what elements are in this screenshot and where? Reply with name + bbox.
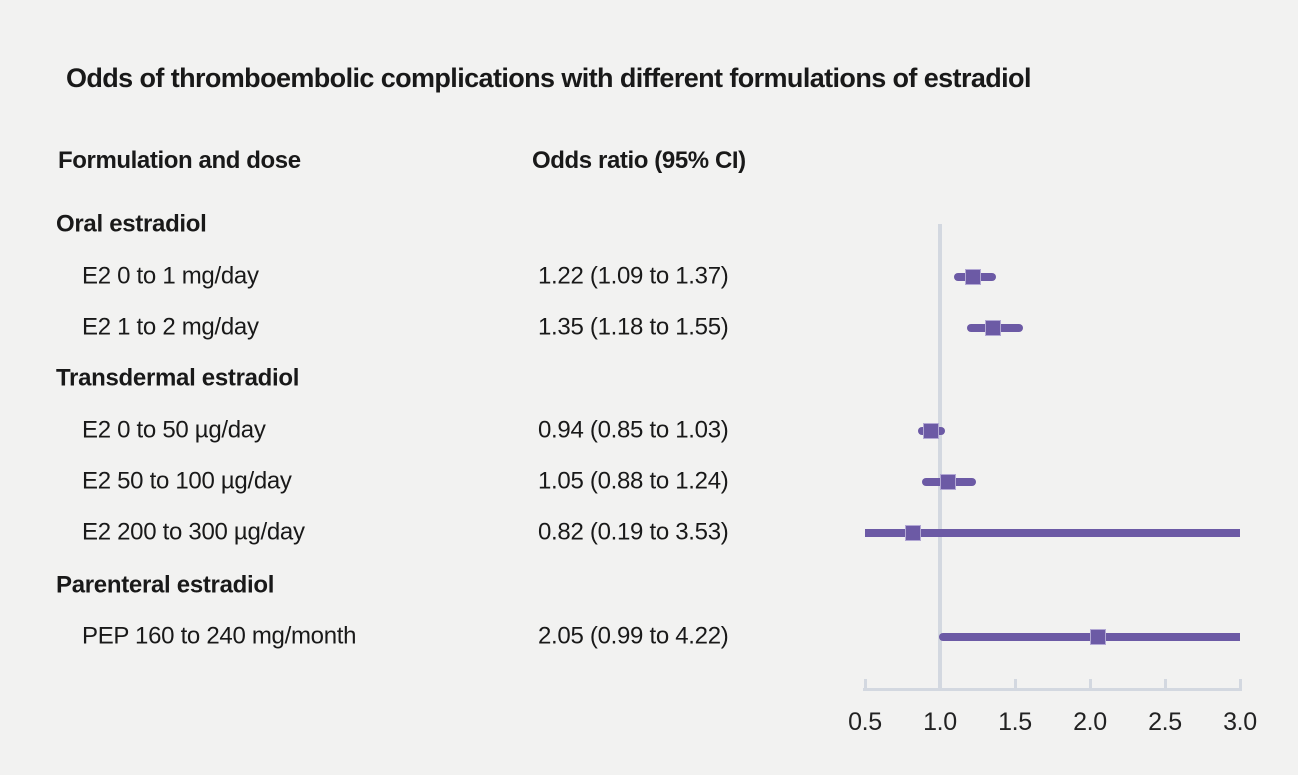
odds-ratio-value: 2.05 (0.99 to 4.22): [538, 622, 729, 650]
x-axis-tick: [1013, 679, 1017, 688]
chart-title: Odds of thromboembolic complications wit…: [66, 63, 1031, 93]
row-label: E2 0 to 50 µg/day: [82, 416, 266, 444]
row-label: E2 50 to 100 µg/day: [82, 467, 292, 495]
point-estimate-marker: [984, 320, 1001, 336]
section-label: Parenteral estradiol: [56, 571, 275, 599]
ci-line: [938, 633, 1240, 641]
column-header-odds-ratio: Odds ratio (95% CI): [532, 147, 746, 174]
odds-ratio-value: 0.82 (0.19 to 3.53): [538, 518, 729, 546]
x-axis-tick-label: 3.0: [1223, 708, 1257, 736]
x-axis-tick-label: 0.5: [848, 708, 882, 736]
row-label: E2 200 to 300 µg/day: [82, 518, 305, 546]
x-axis-tick: [1088, 679, 1092, 688]
odds-ratio-value: 1.35 (1.18 to 1.55): [538, 313, 729, 341]
point-estimate-marker: [939, 474, 956, 490]
x-axis-tick: [1238, 679, 1242, 688]
x-axis-tick: [938, 679, 942, 688]
x-axis-tick-label: 1.0: [923, 708, 957, 736]
row-label: PEP 160 to 240 mg/month: [82, 622, 357, 650]
row-label: E2 0 to 1 mg/day: [82, 262, 259, 290]
odds-ratio-value: 1.05 (0.88 to 1.24): [538, 467, 729, 495]
reference-line-1: [938, 224, 942, 691]
section-label: Oral estradiol: [56, 210, 207, 238]
x-axis-tick-label: 2.0: [1073, 708, 1107, 736]
point-estimate-marker: [923, 423, 939, 439]
point-estimate-marker: [965, 269, 981, 285]
odds-ratio-value: 0.94 (0.85 to 1.03): [538, 416, 729, 444]
x-axis-tick-label: 2.5: [1148, 708, 1182, 736]
x-axis-tick-label: 1.5: [998, 708, 1032, 736]
x-axis-line: [863, 688, 1242, 691]
point-estimate-marker: [905, 525, 921, 541]
ci-line: [865, 529, 1240, 537]
row-label: E2 1 to 2 mg/day: [82, 313, 259, 341]
column-header-formulation: Formulation and dose: [58, 147, 301, 174]
x-axis-tick: [863, 679, 867, 688]
x-axis-tick: [1163, 679, 1167, 688]
point-estimate-marker: [1089, 629, 1106, 645]
odds-ratio-value: 1.22 (1.09 to 1.37): [538, 262, 729, 290]
section-label: Transdermal estradiol: [56, 364, 300, 392]
